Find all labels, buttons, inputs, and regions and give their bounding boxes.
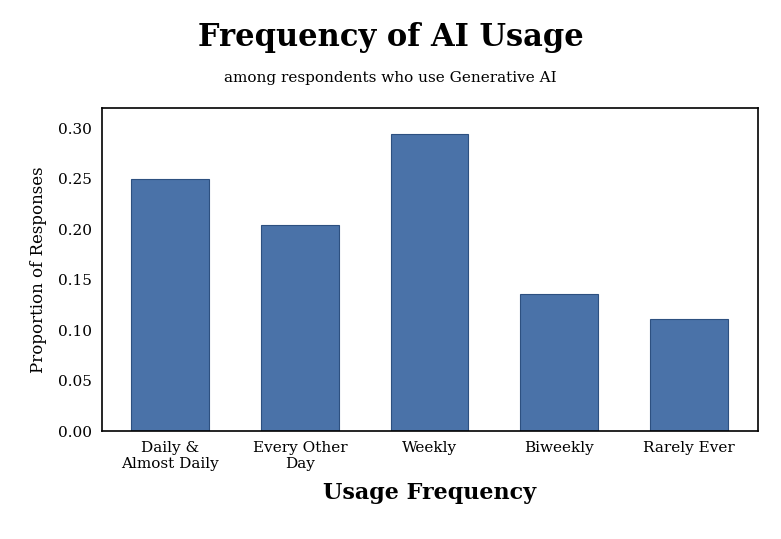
Text: among respondents who use Generative AI: among respondents who use Generative AI xyxy=(224,71,557,85)
Bar xyxy=(131,178,209,431)
Bar xyxy=(650,319,728,431)
Bar xyxy=(390,134,469,431)
Text: Frequency of AI Usage: Frequency of AI Usage xyxy=(198,22,583,53)
Bar xyxy=(261,225,339,431)
Bar xyxy=(520,294,598,431)
X-axis label: Usage Frequency: Usage Frequency xyxy=(323,482,536,504)
Y-axis label: Proportion of Responses: Proportion of Responses xyxy=(30,166,47,373)
